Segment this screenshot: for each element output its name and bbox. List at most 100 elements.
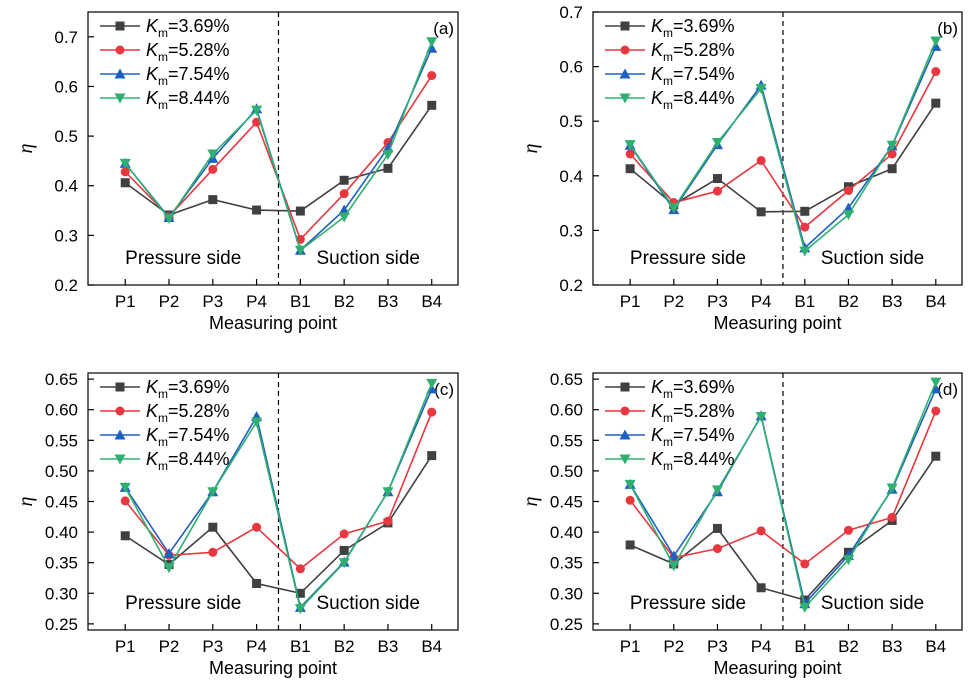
data-point — [120, 178, 130, 188]
data-point — [251, 105, 263, 116]
legend-label-2: Km=5.28% — [146, 40, 230, 64]
data-point — [799, 602, 811, 613]
y-axis-title: η — [520, 143, 542, 153]
data-point — [625, 540, 635, 550]
legend-marker — [620, 45, 630, 55]
suction-side-label: Suction side — [821, 593, 925, 614]
data-point — [887, 164, 897, 174]
data-point — [842, 555, 854, 566]
x-tick-label: P4 — [246, 637, 267, 656]
data-point — [625, 149, 635, 159]
data-point — [886, 140, 898, 151]
data-point — [383, 163, 393, 173]
legend-label-3: Km=7.54% — [651, 64, 735, 88]
x-tick-label: B2 — [334, 637, 355, 656]
legend-marker — [619, 429, 631, 440]
legend-marker — [115, 21, 125, 31]
x-tick-label: B1 — [290, 637, 311, 656]
x-tick-label: P1 — [620, 637, 641, 656]
chart-panel-4: 0.25 0.30 0.35 0.40 0.45 0.50 0.55 0.60 0.65 P1 P2… — [520, 370, 963, 678]
data-point — [711, 485, 723, 496]
data-point — [295, 564, 305, 574]
data-point — [427, 407, 437, 417]
series-line — [629, 410, 937, 565]
data-point — [208, 195, 218, 205]
legend-label-1: Km=3.69% — [146, 16, 230, 40]
data-point — [843, 186, 853, 196]
x-tick-label: P4 — [751, 637, 772, 656]
plot-frame — [87, 11, 459, 286]
x-tick-label: P4 — [751, 292, 772, 311]
legend-label-4: Km=8.44% — [651, 88, 735, 112]
y-tick-label: 0.60 — [45, 401, 78, 420]
y-tick-label: 0.3 — [559, 221, 583, 240]
data-point — [339, 175, 349, 185]
legend: Km=3.69%Km=5.28%Km=7.54%Km=8.44% — [605, 377, 735, 473]
data-point — [930, 377, 942, 388]
data-point — [208, 522, 218, 532]
legend-marker — [114, 429, 126, 440]
x-tick-label: P4 — [246, 292, 267, 311]
data-point — [426, 37, 438, 48]
x-tick-label: P3 — [202, 292, 223, 311]
suction-side-label: Suction side — [821, 248, 925, 269]
data-point — [339, 545, 349, 555]
y-tick-label: 0.50 — [45, 462, 78, 481]
data-point — [294, 245, 306, 256]
y-tick-label: 0.45 — [45, 493, 78, 512]
data-point — [382, 487, 394, 498]
y-tick-label: 0.55 — [550, 431, 583, 450]
y-tick-label: 0.55 — [45, 431, 78, 450]
x-tick-label: B2 — [334, 292, 355, 311]
y-axis-title: η — [15, 143, 37, 153]
data-point — [755, 411, 767, 422]
x-tick-label: B3 — [378, 292, 399, 311]
series-2 — [625, 67, 941, 232]
y-axis-title: η — [15, 496, 37, 506]
y-tick-label: 0.3 — [54, 226, 78, 245]
legend: Km=3.69%Km=5.28%Km=7.54%Km=8.44% — [100, 377, 230, 473]
data-point — [800, 206, 810, 216]
legend-marker — [114, 93, 126, 104]
x-tick-label: P2 — [663, 292, 684, 311]
data-point — [800, 559, 810, 569]
data-point — [120, 496, 130, 506]
data-point — [886, 483, 898, 494]
chart-panel-3: 0.25 0.30 0.35 0.40 0.45 0.50 0.55 0.60 0.65 P1 P2… — [15, 370, 459, 678]
data-point — [163, 213, 175, 224]
data-point — [119, 158, 131, 169]
data-point — [712, 174, 722, 184]
legend-marker — [619, 454, 631, 465]
legend-label-2: Km=5.28% — [651, 40, 735, 64]
data-point — [207, 487, 219, 498]
data-point — [931, 406, 941, 416]
legend-label-4: Km=8.44% — [146, 449, 230, 473]
legend-label-4: Km=8.44% — [146, 88, 230, 112]
legend-marker — [114, 454, 126, 465]
chart-panel-1: 0.2 0.3 0.4 0.5 0.6 0.7 P1 P2 P3 P4 B1 B2 B3 B4 Measur… — [15, 11, 459, 333]
data-point — [208, 547, 218, 557]
x-tick-label: P3 — [202, 637, 223, 656]
y-tick-label: 0.6 — [559, 58, 583, 77]
data-point — [338, 558, 350, 569]
data-point — [843, 525, 853, 535]
data-point — [427, 451, 437, 461]
x-axis-title: Measuring point — [209, 313, 337, 333]
data-point — [931, 67, 941, 77]
data-point — [799, 246, 811, 257]
data-point — [842, 210, 854, 221]
data-point — [755, 83, 767, 94]
y-tick-label: 0.2 — [559, 276, 583, 295]
data-point — [756, 583, 766, 593]
legend-label-3: Km=7.54% — [146, 64, 230, 88]
legend-marker — [619, 93, 631, 104]
series-4 — [624, 36, 942, 257]
data-point — [208, 164, 218, 174]
x-tick-label: B1 — [794, 292, 815, 311]
data-point — [427, 100, 437, 110]
x-tick-label: B4 — [421, 292, 442, 311]
y-tick-label: 0.45 — [550, 493, 583, 512]
data-point — [931, 98, 941, 108]
y-tick-label: 0.35 — [550, 554, 583, 573]
